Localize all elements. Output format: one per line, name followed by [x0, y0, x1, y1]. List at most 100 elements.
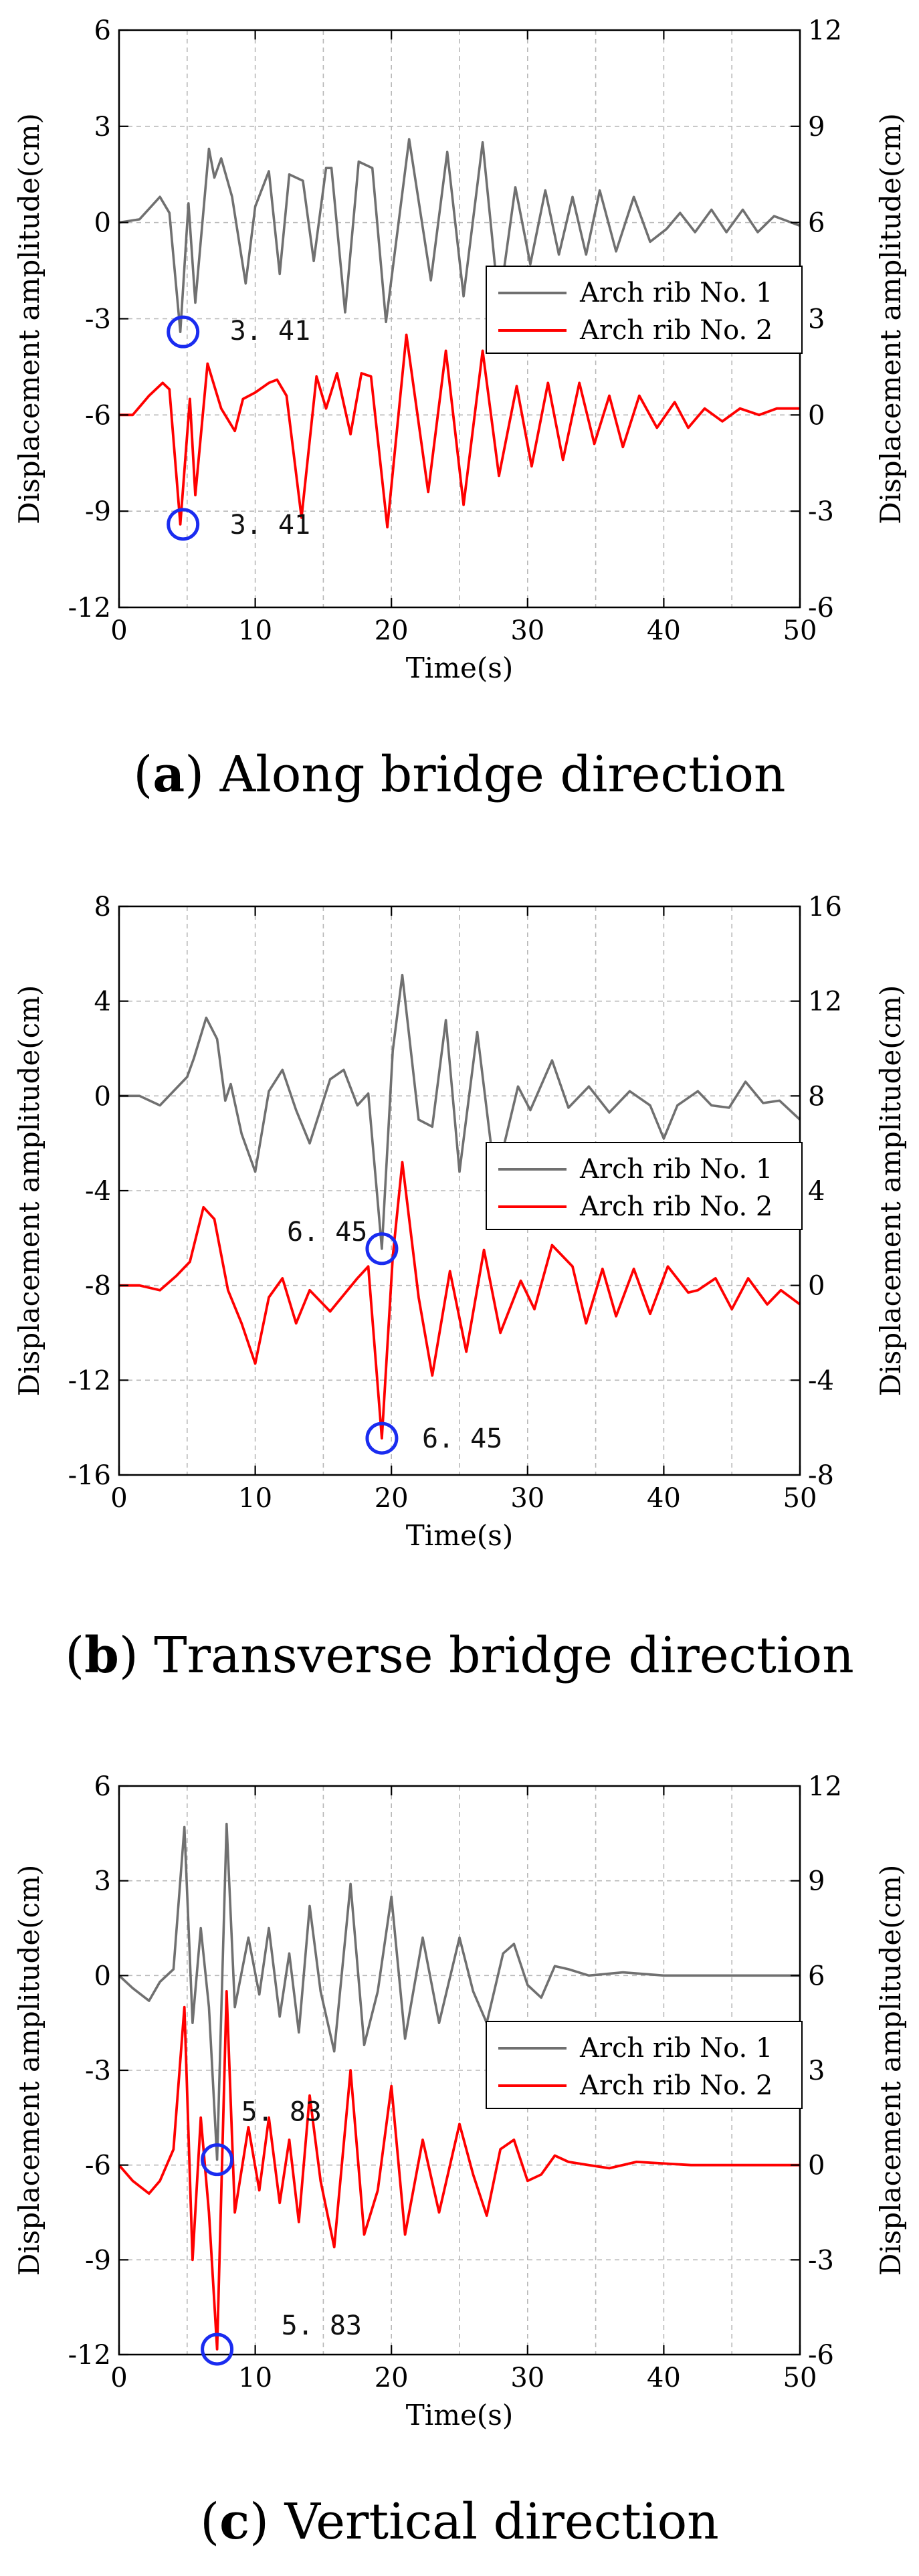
x-tick-label: 0	[110, 615, 127, 646]
x-tick-label: 20	[375, 615, 409, 646]
y2-axis-label: Displacement amplitude(cm)	[874, 113, 907, 524]
y-tick-label: 3	[94, 112, 111, 142]
y-tick-label: -4	[85, 1176, 111, 1207]
chart-panel-a: 0 10 20 30 40 50 -12 -9 -6 -3 0 3 6 -6 -3 0 3 6 9 12 Time(s)…	[13, 15, 907, 684]
caption-b-letter: b	[84, 1627, 119, 1684]
y2-tick-label: 12	[808, 15, 842, 46]
chart-panel-c: 0 10 20 30 40 50 -12 -9 -6 -3 0 3 6 -6 -3 0 3 6 9 12 Time(s)…	[13, 1771, 907, 2432]
x-tick-label: 40	[647, 615, 681, 646]
legend-label-1: Arch rib No. 1	[579, 278, 773, 308]
y-tick-label: 0	[94, 1961, 111, 1991]
x-tick-label: 20	[375, 2363, 409, 2393]
y-tick-label: -6	[85, 400, 111, 431]
peak-value-label: 3. 41	[230, 510, 310, 540]
peak-value-label: 6. 45	[287, 1217, 367, 1248]
peak-value-label: 3. 41	[230, 316, 310, 346]
y-tick-label: -12	[68, 593, 111, 623]
caption-c: (c) Vertical direction	[200, 2493, 719, 2551]
y2-tick-label: 3	[808, 304, 825, 335]
peak-marker-circle	[201, 2333, 234, 2366]
caption-a-letter: a	[152, 746, 185, 803]
x-axis-label: Time(s)	[406, 2399, 513, 2432]
y2-axis-label: Displacement amplitude(cm)	[874, 1865, 907, 2276]
x-tick-label: 40	[647, 2363, 681, 2393]
y-tick-label: 4	[94, 987, 111, 1017]
caption-c-letter: c	[219, 2493, 249, 2551]
peak-marker-circle	[365, 1421, 399, 1455]
x-tick-label: 50	[783, 2363, 817, 2393]
y2-tick-label: 0	[808, 400, 825, 431]
chart-panel-b: 0 10 20 30 40 50 -16 -12 -8 -4 0 4 8 -8 -4 0 4 8 12 16 Time(…	[13, 892, 907, 1552]
y2-tick-label: 3	[808, 2056, 825, 2086]
x-tick-label: 10	[238, 1483, 272, 1514]
series-line-1	[118, 1822, 800, 2161]
x-tick-label: 0	[110, 1483, 127, 1514]
series-line-2	[119, 333, 800, 528]
y-tick-label: 0	[94, 208, 111, 239]
x-tick-label: 0	[110, 2363, 127, 2393]
y-tick-label: -16	[68, 1460, 111, 1491]
peak-marker-circle	[365, 1232, 399, 1266]
y2-tick-label: -6	[808, 2340, 834, 2371]
y-tick-label: 8	[94, 892, 111, 922]
series-line-2	[118, 1990, 800, 2351]
y-tick-label: 0	[94, 1081, 111, 1112]
y2-tick-label: -3	[808, 496, 834, 527]
y-tick-label: -3	[85, 304, 111, 335]
y-tick-label: 6	[94, 15, 111, 46]
y2-axis-label: Displacement amplitude(cm)	[874, 985, 907, 1397]
x-tick-label: 10	[238, 615, 272, 646]
y-tick-label: 3	[94, 1866, 111, 1897]
y-tick-label: -6	[85, 2151, 111, 2181]
legend-label-1: Arch rib No. 1	[579, 2033, 773, 2064]
x-tick-label: 50	[783, 615, 817, 646]
caption-b: (b) Transverse bridge direction	[65, 1627, 854, 1684]
peak-marker-circle	[167, 315, 200, 349]
peak-marker-circle	[167, 508, 200, 541]
x-tick-label: 30	[510, 1483, 544, 1514]
y2-tick-label: 9	[808, 112, 825, 142]
x-tick-label: 10	[238, 2363, 272, 2393]
y2-tick-label: -3	[808, 2245, 834, 2276]
peak-value-label: 6. 45	[422, 1423, 502, 1454]
y2-tick-label: 6	[808, 1961, 825, 1991]
x-tick-label: 40	[647, 1483, 681, 1514]
x-tick-label: 50	[783, 1483, 817, 1514]
series-line-1	[119, 973, 801, 1250]
caption-c-text: Vertical direction	[284, 2493, 719, 2551]
caption-a: (a) Along bridge direction	[133, 746, 785, 803]
y-tick-label: -12	[68, 2340, 111, 2371]
y2-tick-label: 16	[808, 892, 842, 922]
caption-a-text: Along bridge direction	[219, 746, 786, 803]
legend-label-2: Arch rib No. 2	[579, 2070, 773, 2101]
y-tick-label: -9	[85, 2245, 111, 2276]
y-axis-label: Displacement amplitude(cm)	[13, 113, 45, 524]
caption-b-text: Transverse bridge direction	[154, 1627, 853, 1684]
y-axis-label: Displacement amplitude(cm)	[13, 1865, 45, 2276]
peak-value-label: 5. 83	[282, 2310, 362, 2341]
y2-tick-label: -6	[808, 593, 834, 623]
legend-label-1: Arch rib No. 1	[579, 1154, 773, 1185]
y2-tick-label: 12	[808, 987, 842, 1017]
x-axis-label: Time(s)	[406, 1519, 513, 1552]
y-axis-label: Displacement amplitude(cm)	[13, 985, 45, 1397]
legend-label-2: Arch rib No. 2	[579, 315, 773, 346]
x-tick-label: 30	[510, 615, 544, 646]
x-tick-label: 20	[375, 1483, 409, 1514]
y2-tick-label: -4	[808, 1365, 834, 1396]
y-tick-label: 6	[94, 1771, 111, 1802]
y2-tick-label: 12	[808, 1771, 842, 1802]
x-axis-label: Time(s)	[406, 652, 513, 684]
legend-box	[486, 2021, 803, 2109]
series-line-2	[119, 1161, 801, 1440]
peak-marker-circle	[201, 2143, 234, 2177]
y-tick-label: -3	[85, 2056, 111, 2086]
y2-tick-label: 9	[808, 1866, 825, 1897]
y2-tick-label: 4	[808, 1176, 825, 1207]
y-tick-label: -12	[68, 1365, 111, 1396]
legend-label-2: Arch rib No. 2	[579, 1191, 773, 1222]
y2-tick-label: 6	[808, 208, 825, 239]
y-tick-label: -9	[85, 496, 111, 527]
legend-box	[486, 266, 803, 354]
